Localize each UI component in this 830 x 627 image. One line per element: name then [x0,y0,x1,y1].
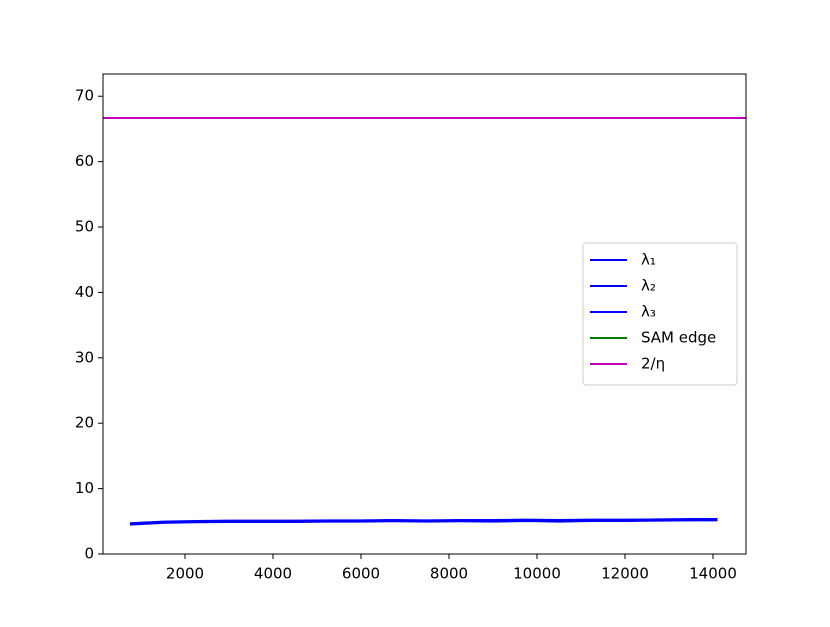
x-tick-label: 4000 [254,565,292,583]
x-tick-label: 14000 [689,565,737,583]
y-tick-label: 70 [75,87,94,105]
legend-label: 2/η [641,355,665,373]
y-tick-label: 40 [75,283,94,301]
x-tick-label: 12000 [601,565,649,583]
x-tick-label: 10000 [513,565,561,583]
legend-label: λ₃ [641,303,656,321]
series-line [129,519,718,526]
legend-label: SAM edge [641,329,716,347]
legend-label: λ₁ [641,251,656,269]
legend-box [582,242,738,386]
legend-label: λ₂ [641,277,656,295]
y-tick-label: 30 [75,348,94,366]
y-tick-label: 20 [75,414,94,432]
y-tick-label: 50 [75,218,94,236]
y-tick-label: 0 [84,545,94,563]
y-tick-label: 10 [75,479,94,497]
x-tick-label: 2000 [166,565,204,583]
y-tick-label: 60 [75,152,94,170]
x-tick-label: 8000 [430,565,468,583]
plot-frame [102,73,747,555]
x-tick-label: 6000 [342,565,380,583]
